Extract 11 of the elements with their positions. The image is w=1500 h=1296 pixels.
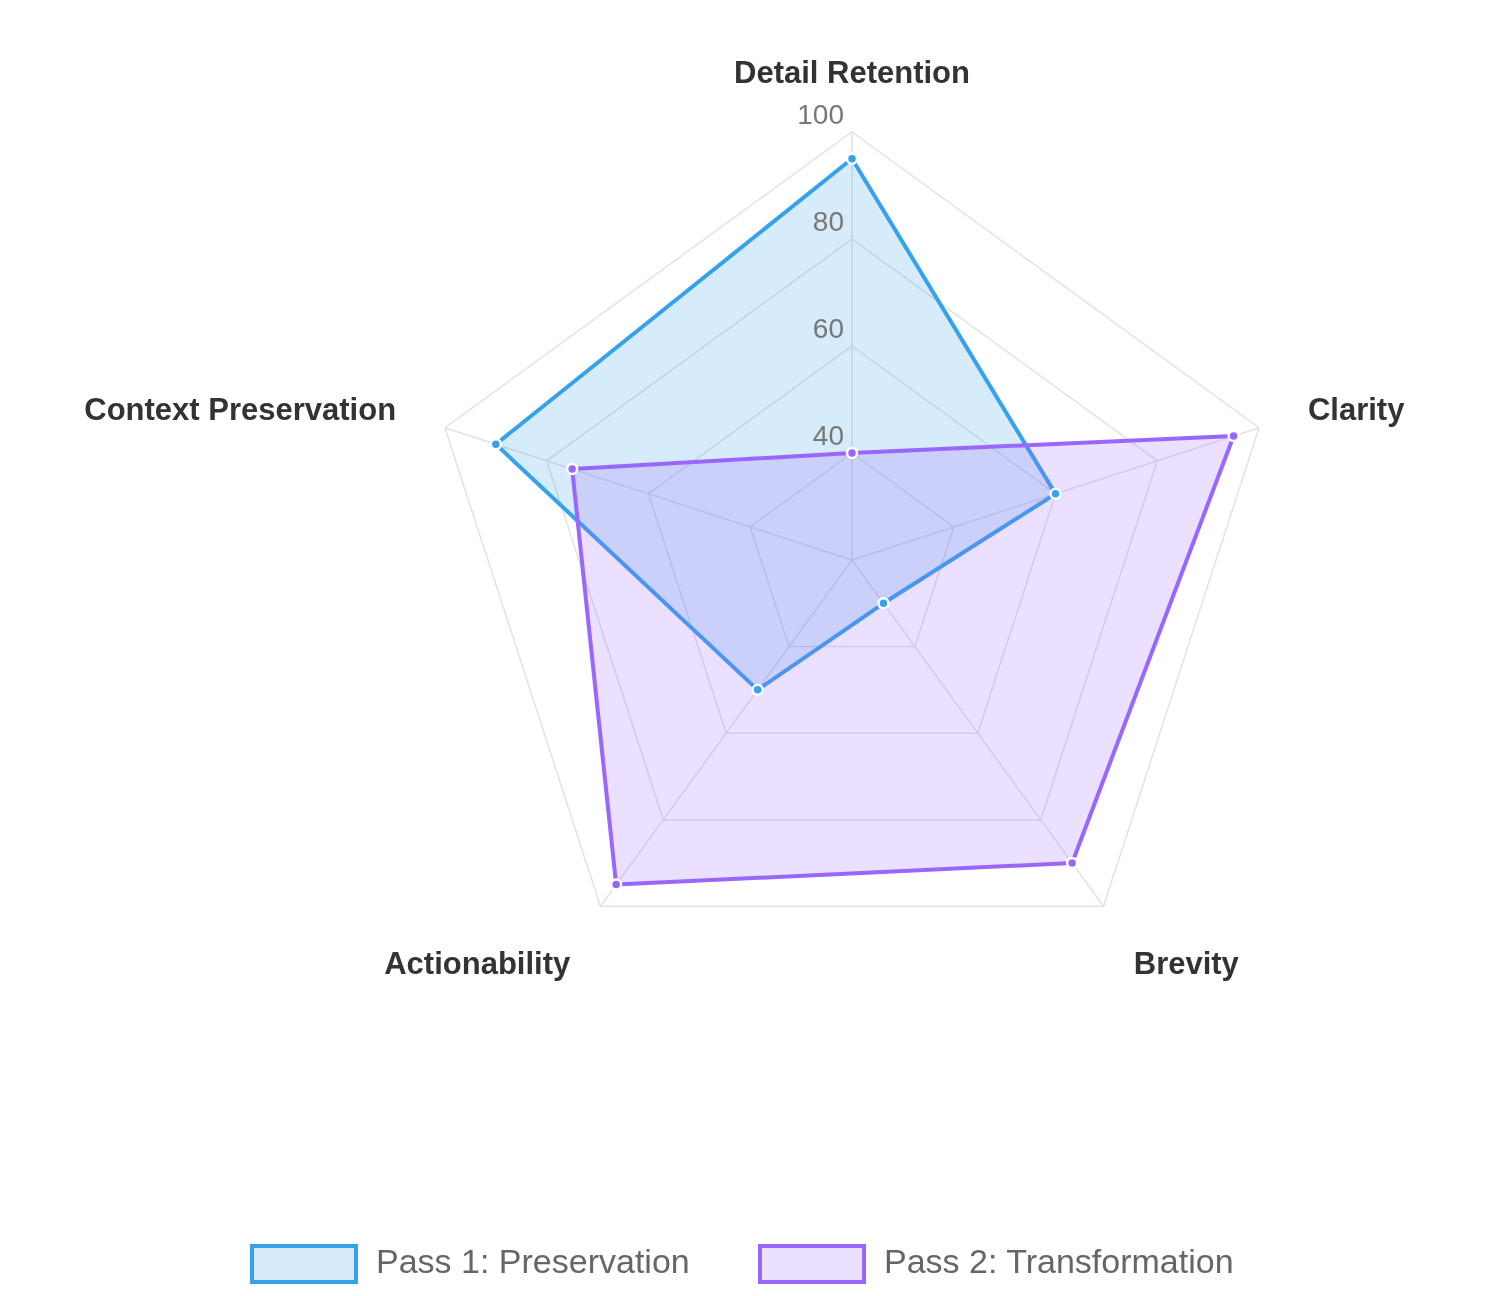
y-tick-label: 80 [812, 206, 844, 237]
spoke-label: Actionability [384, 946, 571, 981]
y-tick-label: 100 [797, 99, 844, 130]
y-tick-label: 60 [812, 313, 844, 344]
spoke-label: Brevity [1133, 946, 1240, 981]
legend-label: Pass 2: Transformation [884, 1241, 1234, 1280]
spoke-label: Context Preservation [84, 392, 397, 428]
legend-label: Pass 1: Preservation [376, 1241, 690, 1280]
y-tick-label: 40 [812, 420, 844, 451]
spoke-label: Clarity [1307, 392, 1406, 428]
spoke-label: Detail Retention [734, 54, 970, 90]
